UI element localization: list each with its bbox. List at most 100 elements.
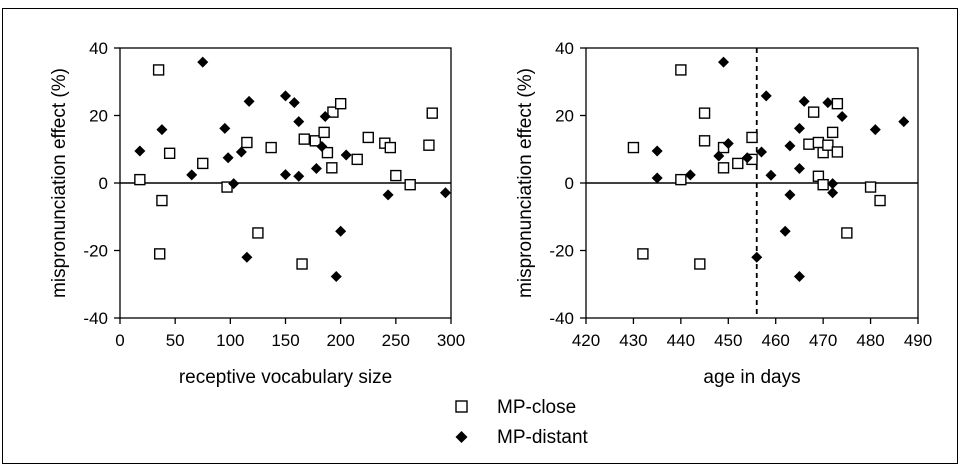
mp-close-point xyxy=(675,173,687,186)
legend-label: MP-distant xyxy=(497,427,589,448)
mp-distant-point xyxy=(722,138,734,150)
legend-label: MP-close xyxy=(497,397,576,418)
legend: MP-close MP-distant xyxy=(455,397,589,448)
y-tick-label: 40 xyxy=(89,39,108,58)
legend-item: MP-close xyxy=(455,397,576,418)
y-tick-label: -20 xyxy=(549,242,574,261)
mp-distant-point xyxy=(822,97,834,109)
mp-distant-point xyxy=(382,189,394,201)
mp-distant-point xyxy=(898,116,910,128)
mp-close-point xyxy=(717,162,730,174)
mp-close-point xyxy=(831,146,844,158)
mp-close-point xyxy=(154,248,166,260)
mp-close-point xyxy=(746,131,758,144)
mp-distant-point xyxy=(222,152,234,164)
mp-distant-point xyxy=(751,251,763,263)
mp-close-point xyxy=(812,136,825,149)
x-tick-label: 200 xyxy=(326,331,354,350)
y-tick-label: 0 xyxy=(99,174,108,193)
mp-close-point xyxy=(309,135,321,147)
mp-close-point xyxy=(874,194,886,207)
x-tick-label: 300 xyxy=(437,331,465,350)
x-tick-label: 250 xyxy=(382,331,410,350)
mp-close-point xyxy=(351,153,363,166)
mp-distant-point xyxy=(741,152,753,164)
mp-close-point xyxy=(334,97,347,110)
mp-distant-point xyxy=(330,270,342,282)
mp-distant-point xyxy=(186,169,198,181)
chart-age: 420 430 440 450 460 470 480 490 -40 -20 0 20 40 age i… xyxy=(515,39,932,388)
mp-distant-point xyxy=(316,141,328,153)
mp-close-point xyxy=(156,194,168,207)
mp-close-point xyxy=(197,157,209,170)
mp-close-point xyxy=(384,141,397,154)
mp-close-point xyxy=(327,106,339,118)
mp-distant-point xyxy=(827,187,839,199)
mp-close-point xyxy=(698,107,711,119)
mp-distant-point xyxy=(156,124,168,136)
mp-close-point xyxy=(163,147,176,160)
x-tick-label: 490 xyxy=(904,331,932,350)
mp-distant-point xyxy=(280,90,291,102)
y-axis-label: mispronunciation effect (%) xyxy=(49,68,70,298)
mp-distant-point xyxy=(197,56,209,68)
mp-close-point xyxy=(390,169,402,182)
mp-distant-point xyxy=(293,116,305,128)
y-tick-label: 20 xyxy=(555,107,574,126)
mp-close-point xyxy=(864,181,877,193)
mp-close-point xyxy=(318,126,330,139)
legend-item: MP-distant xyxy=(455,427,589,448)
mp-distant-point xyxy=(134,145,146,157)
mp-close-point xyxy=(831,97,844,110)
mp-distant-point xyxy=(713,150,725,162)
mp-close-point xyxy=(252,227,264,239)
y-tick-label: -40 xyxy=(549,309,574,328)
x-tick-label: 470 xyxy=(809,331,837,350)
mp-distant-point xyxy=(439,187,451,199)
mp-distant-point xyxy=(718,56,730,68)
mp-distant-point xyxy=(280,169,291,181)
mp-close-point xyxy=(817,178,829,191)
x-tick-label: 440 xyxy=(667,331,695,350)
legend-diamond-icon xyxy=(455,431,468,443)
mp-close-point xyxy=(426,107,438,119)
x-tick-label: 480 xyxy=(856,331,884,350)
mp-close-point xyxy=(296,258,308,270)
mp-close-point xyxy=(637,248,649,260)
mp-distant-point xyxy=(869,124,881,136)
mp-close-point xyxy=(807,106,820,118)
mp-distant-point xyxy=(228,178,240,190)
mp-close-point xyxy=(298,133,310,145)
mp-close-point xyxy=(423,139,435,151)
mp-distant-point xyxy=(310,162,322,174)
figure-frame xyxy=(2,8,958,464)
mp-distant-point xyxy=(651,145,663,157)
mp-distant-point xyxy=(793,122,805,134)
x-tick-label: 0 xyxy=(115,331,124,350)
mp-distant-point xyxy=(827,178,839,190)
x-tick-label: 450 xyxy=(714,331,742,350)
mp-distant-point xyxy=(684,169,696,181)
mp-close-point xyxy=(841,227,853,239)
mp-close-point xyxy=(675,64,687,76)
mp-close-point xyxy=(822,139,834,151)
mp-close-point xyxy=(826,126,839,139)
mp-close-point xyxy=(265,141,277,154)
x-axis-label: age in days xyxy=(703,367,800,388)
mp-close-point xyxy=(362,131,374,144)
mp-distant-point xyxy=(779,225,791,237)
mp-distant-point xyxy=(765,169,777,181)
mp-close-point xyxy=(152,64,165,76)
mp-distant-point xyxy=(836,111,848,123)
mp-distant-point xyxy=(798,95,810,107)
mp-distant-point xyxy=(340,149,352,161)
mp-distant-point xyxy=(760,90,772,102)
mp-distant-point xyxy=(243,95,255,107)
mp-distant-point xyxy=(241,251,253,263)
mp-distant-point xyxy=(235,146,247,158)
x-tick-label: 420 xyxy=(572,331,600,350)
mp-close-point xyxy=(627,141,640,154)
mp-distant-point xyxy=(784,189,796,201)
legend-square-icon xyxy=(455,400,468,413)
